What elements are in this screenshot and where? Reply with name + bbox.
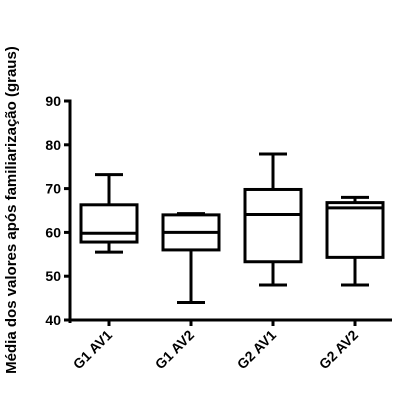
box-g1-av1: [79, 173, 139, 254]
x-tick-label-g2-av1: G2 AV1: [234, 327, 280, 373]
y-axis: 40 50 60 70 80 90: [45, 93, 72, 328]
box-iqr: [79, 203, 139, 244]
y-axis-title: Média dos valores após familiarização (g…: [3, 46, 20, 374]
y-tick-label-60: 60: [45, 224, 61, 240]
x-tick-label-g1-av1: G1 AV1: [70, 327, 116, 373]
box-series: [79, 152, 385, 304]
y-tick-label-70: 70: [45, 181, 61, 197]
box-g2-av1: [243, 152, 303, 287]
box-g1-av2: [161, 212, 221, 304]
x-axis: G1 AV1 G1 AV2 G2 AV1 G2 AV2: [68, 318, 392, 373]
x-tick-label-g1-av2: G1 AV2: [152, 327, 198, 373]
box-g2-av2: [325, 195, 385, 287]
box-iqr: [325, 201, 385, 259]
x-tick-label-g2-av2: G2 AV2: [316, 327, 362, 373]
y-tick-label-90: 90: [45, 93, 61, 109]
y-tick-label-40: 40: [45, 312, 61, 328]
y-tick-label-80: 80: [45, 137, 61, 153]
y-tick-label-50: 50: [45, 268, 61, 284]
box-iqr: [243, 187, 303, 264]
